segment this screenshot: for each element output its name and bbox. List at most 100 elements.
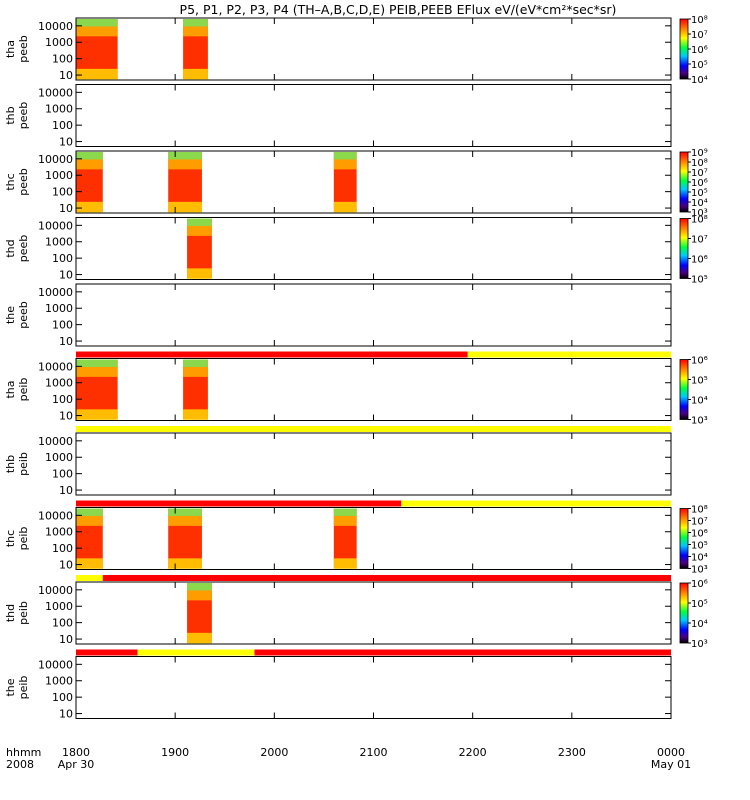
- x-tick-label: 2100: [360, 746, 388, 759]
- y-tick-label: 1000: [45, 600, 73, 613]
- colorbar-label: 10⁷: [691, 168, 708, 179]
- x-info-label-hhmm: hhmm: [6, 746, 41, 759]
- y-tick-label: 10: [59, 335, 73, 348]
- y-tick-label: 10000: [38, 435, 73, 448]
- y-tick-label: 100: [52, 691, 73, 704]
- colorbar-label: 10³: [691, 208, 708, 219]
- mode-bar: [76, 649, 671, 656]
- y-tick-label: 10: [59, 484, 73, 497]
- panel-frame: [75, 150, 672, 214]
- spectrogram-block: [76, 152, 103, 213]
- colorbar-label: 10⁴: [691, 75, 708, 86]
- panel-probe-label: thb: [4, 455, 17, 473]
- spectrogram-block: [333, 152, 357, 213]
- panel-instrument-label: peeb: [17, 168, 30, 196]
- panel-probe-label: thc: [4, 173, 17, 190]
- panel-thb-peeb: 10 100 1000 10000 thb peeb: [4, 84, 672, 149]
- panel-frame: [75, 507, 672, 570]
- block-low-energy: [168, 558, 202, 569]
- colorbar-label: 10⁶: [691, 178, 708, 189]
- panel-the-peib: 10 100 1000 10000 the peib: [4, 656, 672, 721]
- colorbar: [679, 151, 689, 213]
- colorbar: [679, 218, 689, 279]
- block-low-energy: [76, 409, 118, 420]
- colorbar-label: 10⁵: [691, 60, 708, 71]
- block-low-energy: [333, 558, 357, 569]
- colorbar: [679, 582, 689, 644]
- y-tick-label: 1000: [45, 103, 73, 116]
- y-tick-label: 100: [52, 617, 73, 630]
- mode-bar: [76, 351, 671, 358]
- panel-thb-peib: 10 100 1000 10000 thb peib: [4, 432, 672, 497]
- mode-bar-segment: [137, 649, 255, 656]
- block-low-energy: [76, 558, 103, 569]
- colorbar: [679, 508, 689, 569]
- colorbar-label: 10⁶: [691, 255, 708, 266]
- panel-instrument-label: peib: [17, 378, 30, 402]
- panel-instrument-label: peeb: [17, 235, 30, 263]
- mode-bar-segment: [102, 575, 671, 581]
- mode-bar-segment: [401, 500, 671, 507]
- block-top: [187, 218, 212, 226]
- panel-probe-label: tha: [4, 380, 17, 398]
- y-tick-label: 1000: [45, 302, 73, 315]
- panel-frame: [75, 656, 672, 719]
- panel-frame: [75, 217, 672, 280]
- colorbar-label: 10⁶: [691, 45, 708, 56]
- spectrogram-block: [168, 508, 202, 569]
- spectrogram-block: [76, 19, 118, 80]
- panel-probe-label: tha: [4, 40, 17, 58]
- panel-instrument-label: peib: [17, 452, 30, 476]
- block-top: [187, 583, 212, 591]
- colorbar-label: 10⁶: [691, 356, 708, 367]
- y-tick-label: 1000: [45, 377, 73, 390]
- panel-frame: [75, 432, 672, 496]
- colorbar-label: 10⁵: [691, 541, 708, 552]
- mode-bar: [76, 500, 671, 507]
- panel-frame: [75, 283, 672, 347]
- panel-probe-label: thb: [4, 106, 17, 124]
- colorbar-label: 10⁹: [691, 148, 708, 159]
- mode-bar-segment: [254, 649, 671, 656]
- y-tick-label: 1000: [45, 451, 73, 464]
- panel-probe-label: thd: [4, 239, 17, 257]
- colorbar-label: 10⁸: [691, 215, 708, 226]
- mode-bar-segment: [467, 351, 671, 358]
- spectrogram-block: [333, 508, 357, 569]
- y-tick-label: 10000: [38, 86, 73, 99]
- colorbar-label: 10⁸: [691, 15, 708, 26]
- colorbar-label: 10³: [691, 639, 708, 650]
- colorbar-label: 10⁵: [691, 275, 708, 286]
- panel-tha-peeb: 10 100 1000 10000 tha peeb 10⁸ 10⁷ 10⁶ 10⁵ 10⁴: [4, 15, 708, 86]
- y-tick-label: 100: [52, 468, 73, 481]
- y-tick-label: 10000: [38, 509, 73, 522]
- spectrogram-block: [183, 19, 208, 80]
- y-tick-label: 100: [52, 542, 73, 555]
- panel-frame: [75, 84, 672, 147]
- mode-bar: [76, 575, 671, 581]
- block-low-energy: [76, 68, 118, 80]
- panel-frame: [75, 581, 672, 645]
- x-tick-label: 0000: [657, 746, 685, 759]
- panel-thc-peeb: 10 100 1000 10000 thc peeb 10⁹10⁸10⁷10⁶10⁵10⁴1…: [4, 148, 708, 219]
- spectrogram-block: [168, 152, 202, 213]
- spectrogram-block: [76, 359, 118, 420]
- colorbar: [679, 18, 689, 80]
- y-tick-label: 10000: [38, 360, 73, 373]
- panel-probe-label: the: [4, 678, 17, 696]
- spectrogram-block: [187, 583, 212, 644]
- block-top: [168, 508, 202, 516]
- panel-frame: [75, 17, 672, 81]
- spectrogram-block: [76, 508, 103, 569]
- y-tick-label: 100: [52, 319, 73, 332]
- block-low-energy: [168, 201, 202, 213]
- block-top: [183, 359, 208, 367]
- y-tick-label: 10000: [38, 219, 73, 232]
- y-tick-label: 10000: [38, 658, 73, 671]
- y-tick-label: 1000: [45, 236, 73, 249]
- y-tick-label: 100: [52, 53, 73, 66]
- block-top: [76, 359, 118, 367]
- colorbar-label: 10⁶: [691, 579, 708, 590]
